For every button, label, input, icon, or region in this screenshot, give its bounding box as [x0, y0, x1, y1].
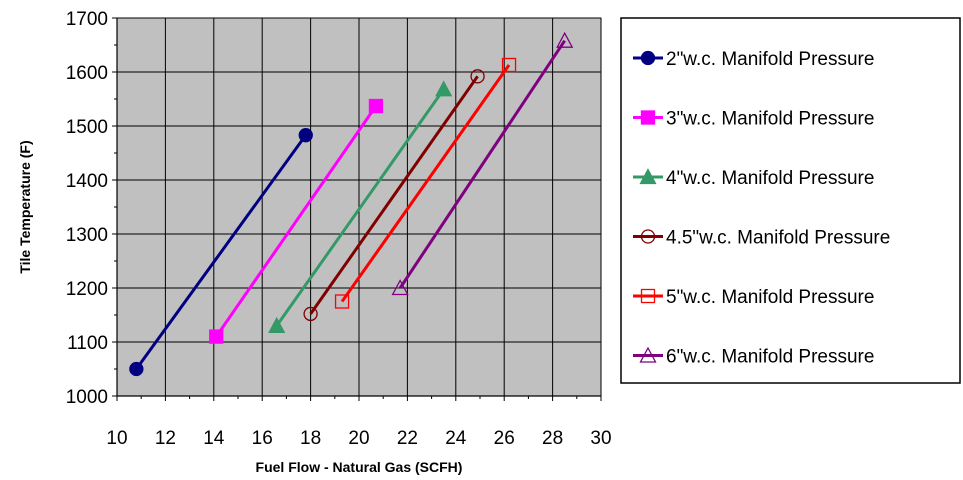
legend-item: 2"w.c. Manifold Pressure [633, 49, 874, 70]
legend-label: 4"w.c. Manifold Pressure [666, 168, 874, 189]
legend-label: 2"w.c. Manifold Pressure [666, 49, 874, 70]
series-2 [268, 80, 453, 333]
data-point [268, 316, 286, 333]
x-axis-title: Fuel Flow - Natural Gas (SCFH) [256, 459, 463, 475]
legend-marker [640, 288, 656, 304]
data-point [298, 128, 313, 143]
series-line [340, 64, 511, 303]
y-tick-label: 1100 [67, 333, 108, 354]
y-tick-label: 1700 [66, 9, 108, 30]
data-point [556, 31, 574, 48]
y-tick-label: 1500 [66, 117, 108, 138]
x-tick-label: 26 [494, 428, 515, 449]
x-tick-label: 28 [542, 428, 563, 449]
data-point [435, 80, 453, 97]
series-line [275, 88, 445, 327]
legend-item: 4"w.c. Manifold Pressure [633, 168, 874, 189]
y-tick-label: 1400 [66, 171, 108, 192]
series-line [214, 105, 378, 338]
legend-marker [640, 229, 656, 244]
y-tick-label: 1200 [66, 279, 108, 300]
data-point [129, 361, 144, 377]
legend: 2"w.c. Manifold Pressure 3"w.c. Manifold … [620, 17, 961, 384]
series-5 [391, 31, 574, 296]
data-point [334, 294, 350, 309]
x-tick-label: 18 [300, 428, 321, 449]
x-tick-label: 22 [397, 428, 418, 449]
legend-marker [639, 168, 657, 185]
data-point [303, 306, 318, 322]
legend-label: 4.5"w.c. Manifold Pressure [666, 228, 890, 249]
data-point [391, 279, 409, 296]
x-tick-label: 16 [252, 428, 273, 449]
series-3 [303, 69, 485, 322]
series-line [398, 39, 566, 289]
x-tick-label: 20 [348, 428, 369, 449]
y-tick-label: 1000 [66, 387, 108, 408]
x-tick-label: 10 [106, 428, 127, 449]
legend-label: 3"w.c. Manifold Pressure [666, 109, 874, 130]
legend-marker [640, 110, 656, 125]
legend-item: 5"w.c. Manifold Pressure [633, 287, 874, 308]
data-point [501, 57, 517, 73]
y-axis-title: Tile Temperature (F) [17, 140, 33, 273]
x-tick-label: 30 [590, 428, 611, 449]
data-point [368, 98, 384, 114]
legend-marker [640, 50, 656, 66]
legend-item: 3"w.c. Manifold Pressure [633, 109, 874, 130]
data-point [209, 329, 224, 344]
series-line [309, 75, 479, 315]
x-tick-label: 24 [445, 428, 467, 449]
series-1 [209, 98, 384, 344]
x-tick-label: 12 [155, 428, 176, 449]
y-tick-label: 1300 [66, 225, 108, 246]
legend-marker [639, 346, 657, 363]
series-line [135, 134, 307, 370]
legend-item: 6"w.c. Manifold Pressure [633, 347, 874, 368]
legend-label: 6"w.c. Manifold Pressure [666, 347, 874, 368]
legend-box [620, 17, 961, 384]
series-0 [129, 128, 313, 377]
y-tick-label: 1600 [66, 63, 108, 84]
series-4 [334, 57, 517, 309]
x-tick-label: 14 [203, 428, 225, 449]
legend-item: 4.5"w.c. Manifold Pressure [633, 228, 890, 249]
legend-label: 5"w.c. Manifold Pressure [666, 287, 874, 308]
data-point [470, 69, 485, 84]
